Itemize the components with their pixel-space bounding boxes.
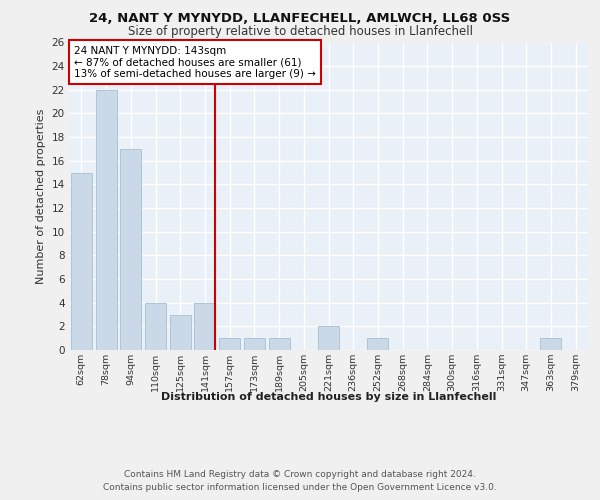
Text: Contains HM Land Registry data © Crown copyright and database right 2024.
Contai: Contains HM Land Registry data © Crown c… [103,470,497,492]
Bar [71,172,92,350]
Bar [318,326,339,350]
Bar [269,338,290,350]
Bar [367,338,388,350]
Bar [244,338,265,350]
Bar [541,338,562,350]
Bar [194,302,215,350]
Text: 24, NANT Y MYNYDD, LLANFECHELL, AMLWCH, LL68 0SS: 24, NANT Y MYNYDD, LLANFECHELL, AMLWCH, … [89,12,511,26]
Text: 24 NANT Y MYNYDD: 143sqm
← 87% of detached houses are smaller (61)
13% of semi-d: 24 NANT Y MYNYDD: 143sqm ← 87% of detach… [74,46,316,79]
Bar [95,90,116,350]
Text: Size of property relative to detached houses in Llanfechell: Size of property relative to detached ho… [128,25,473,38]
Bar [170,314,191,350]
Bar [145,302,166,350]
Bar [219,338,240,350]
Text: Distribution of detached houses by size in Llanfechell: Distribution of detached houses by size … [161,392,496,402]
Bar [120,149,141,350]
Y-axis label: Number of detached properties: Number of detached properties [36,108,46,284]
